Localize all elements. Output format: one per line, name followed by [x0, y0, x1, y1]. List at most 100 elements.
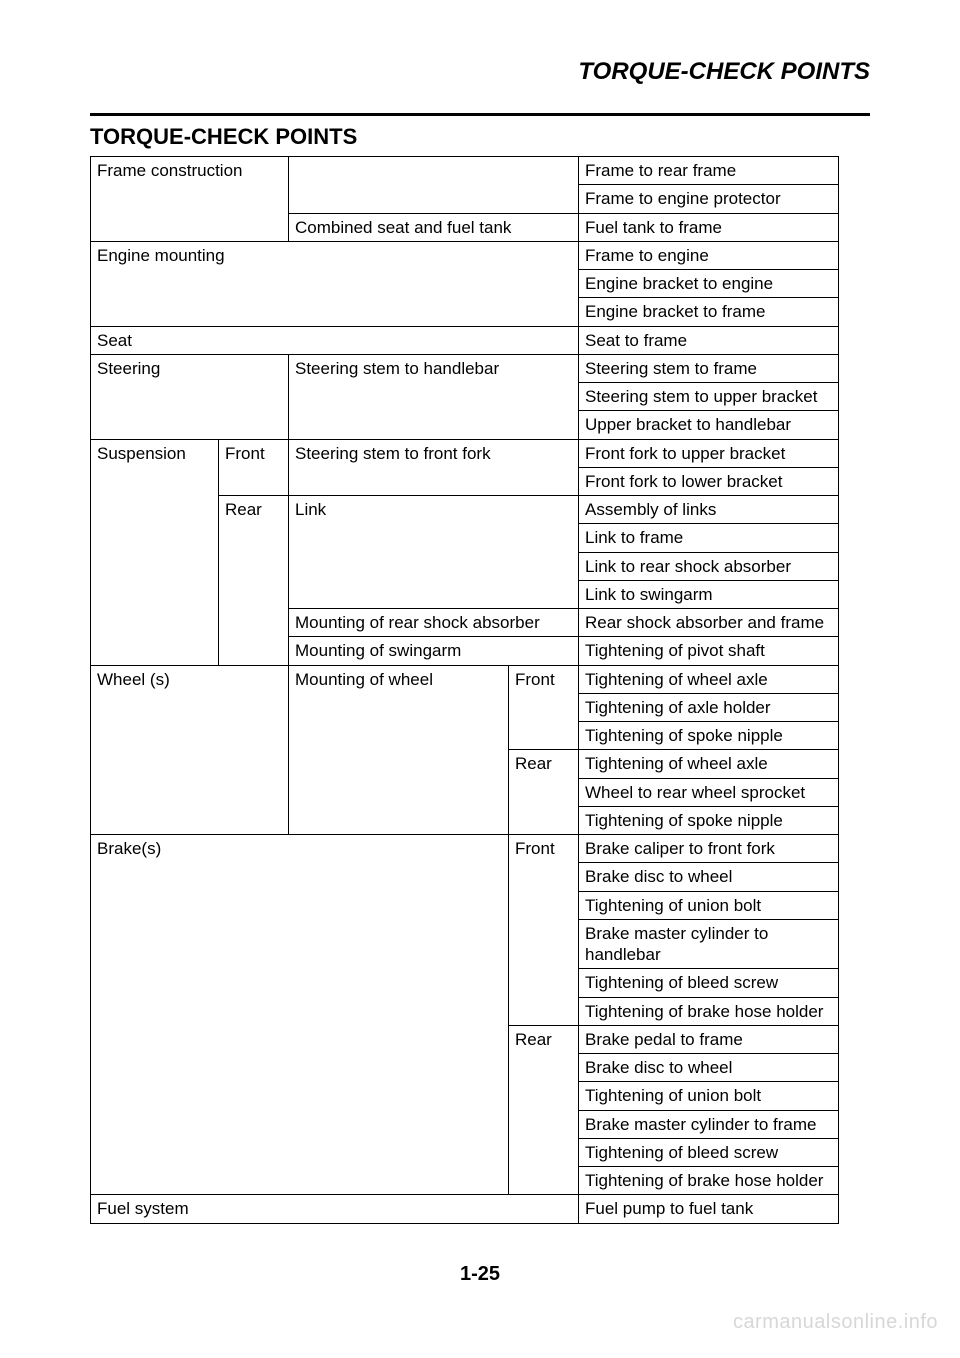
cell: Tightening of union bolt: [579, 1082, 839, 1110]
cell: Brake(s): [91, 835, 509, 863]
cell: Combined seat and fuel tank: [289, 213, 579, 241]
cell: Brake disc to wheel: [579, 863, 839, 891]
cell: [219, 552, 289, 580]
cell: Steering stem to handlebar: [289, 354, 579, 382]
table-row: Brake(s) Front Brake caliper to front fo…: [91, 835, 839, 863]
cell: Tightening of bleed screw: [579, 1138, 839, 1166]
cell: [91, 383, 289, 411]
cell: Steering stem to front fork: [289, 439, 579, 467]
cell: [509, 997, 579, 1025]
cell: Tightening of axle holder: [579, 693, 839, 721]
cell: Link to rear shock absorber: [579, 552, 839, 580]
cell: Brake pedal to frame: [579, 1025, 839, 1053]
cell: Link to frame: [579, 524, 839, 552]
cell: [91, 467, 219, 495]
cell: Brake master cylinder to handlebar: [579, 919, 839, 969]
section-title: TORQUE-CHECK POINTS: [90, 124, 870, 150]
cell: [509, 919, 579, 969]
table-row: Tightening of spoke nipple: [91, 722, 839, 750]
cell: [91, 270, 579, 298]
cell: [91, 1054, 509, 1082]
cell: [289, 722, 509, 750]
table-row: Wheel (s) Mounting of wheel Front Tighte…: [91, 665, 839, 693]
cell: [91, 637, 219, 665]
table-row: Tightening of axle holder: [91, 693, 839, 721]
page-number: 1-25: [0, 1263, 960, 1286]
cell: Steering stem to upper bracket: [579, 383, 839, 411]
cell: [91, 496, 219, 524]
cell: [289, 693, 509, 721]
table-row: Brake master cylinder to frame: [91, 1110, 839, 1138]
cell: Tightening of brake hose holder: [579, 997, 839, 1025]
table-row: Brake disc to wheel: [91, 1054, 839, 1082]
table-row: Tightening of spoke nipple: [91, 806, 839, 834]
cell: Frame to engine: [579, 241, 839, 269]
cell: [509, 1138, 579, 1166]
cell: Wheel to rear wheel sprocket: [579, 778, 839, 806]
cell: [289, 157, 579, 185]
cell: [289, 778, 509, 806]
cell: Tightening of bleed screw: [579, 969, 839, 997]
cell: [289, 750, 509, 778]
cell: [289, 411, 579, 439]
cell: [219, 467, 289, 495]
cell: [91, 1167, 509, 1195]
cell: [91, 609, 219, 637]
cell: [91, 552, 219, 580]
table-row: Seat Seat to frame: [91, 326, 839, 354]
cell: Tightening of pivot shaft: [579, 637, 839, 665]
cell: [289, 524, 579, 552]
cell: [91, 1110, 509, 1138]
table-row: Rear Link Assembly of links: [91, 496, 839, 524]
cell: [509, 1167, 579, 1195]
cell: Fuel tank to frame: [579, 213, 839, 241]
watermark: carmanualsonline.info: [733, 1311, 938, 1334]
cell: Frame construction: [91, 157, 289, 185]
cell: Rear shock absorber and frame: [579, 609, 839, 637]
cell: [91, 298, 579, 326]
cell: Tightening of spoke nipple: [579, 806, 839, 834]
cell: [91, 185, 289, 213]
cell: Engine mounting: [91, 241, 579, 269]
cell: Brake caliper to front fork: [579, 835, 839, 863]
table-row: Link to swingarm: [91, 580, 839, 608]
cell: [91, 891, 509, 919]
cell: Mounting of swingarm: [289, 637, 579, 665]
cell: Front: [509, 835, 579, 863]
cell: Tightening of brake hose holder: [579, 1167, 839, 1195]
table-row: Tightening of bleed screw: [91, 1138, 839, 1166]
cell: Brake disc to wheel: [579, 1054, 839, 1082]
cell: Rear: [509, 1025, 579, 1053]
cell: [91, 919, 509, 969]
cell: [509, 891, 579, 919]
table-row: Mounting of rear shock absorber Rear sho…: [91, 609, 839, 637]
cell: Rear: [219, 496, 289, 524]
cell: Frame to rear frame: [579, 157, 839, 185]
cell: Engine bracket to frame: [579, 298, 839, 326]
cell: Front: [509, 665, 579, 693]
cell: Tightening of spoke nipple: [579, 722, 839, 750]
table-row: Rear Brake pedal to frame: [91, 1025, 839, 1053]
cell: [91, 524, 219, 552]
cell: Tightening of wheel axle: [579, 665, 839, 693]
cell: Front fork to lower bracket: [579, 467, 839, 495]
table-row: Brake disc to wheel: [91, 863, 839, 891]
cell: Front: [219, 439, 289, 467]
cell: Front fork to upper bracket: [579, 439, 839, 467]
cell: [91, 863, 509, 891]
table-row: Frame to engine protector: [91, 185, 839, 213]
cell: [91, 580, 219, 608]
table-row: Engine mounting Frame to engine: [91, 241, 839, 269]
cell: [91, 213, 289, 241]
cell: [219, 609, 289, 637]
cell: Seat: [91, 326, 579, 354]
cell: [509, 1054, 579, 1082]
cell: [91, 750, 289, 778]
cell: [289, 552, 579, 580]
cell: [91, 969, 509, 997]
cell: [509, 806, 579, 834]
content-area: TORQUE-CHECK POINTS Frame construction F…: [90, 113, 870, 1224]
cell: [91, 411, 289, 439]
cell: Assembly of links: [579, 496, 839, 524]
table-row: Fuel system Fuel pump to fuel tank: [91, 1195, 839, 1223]
